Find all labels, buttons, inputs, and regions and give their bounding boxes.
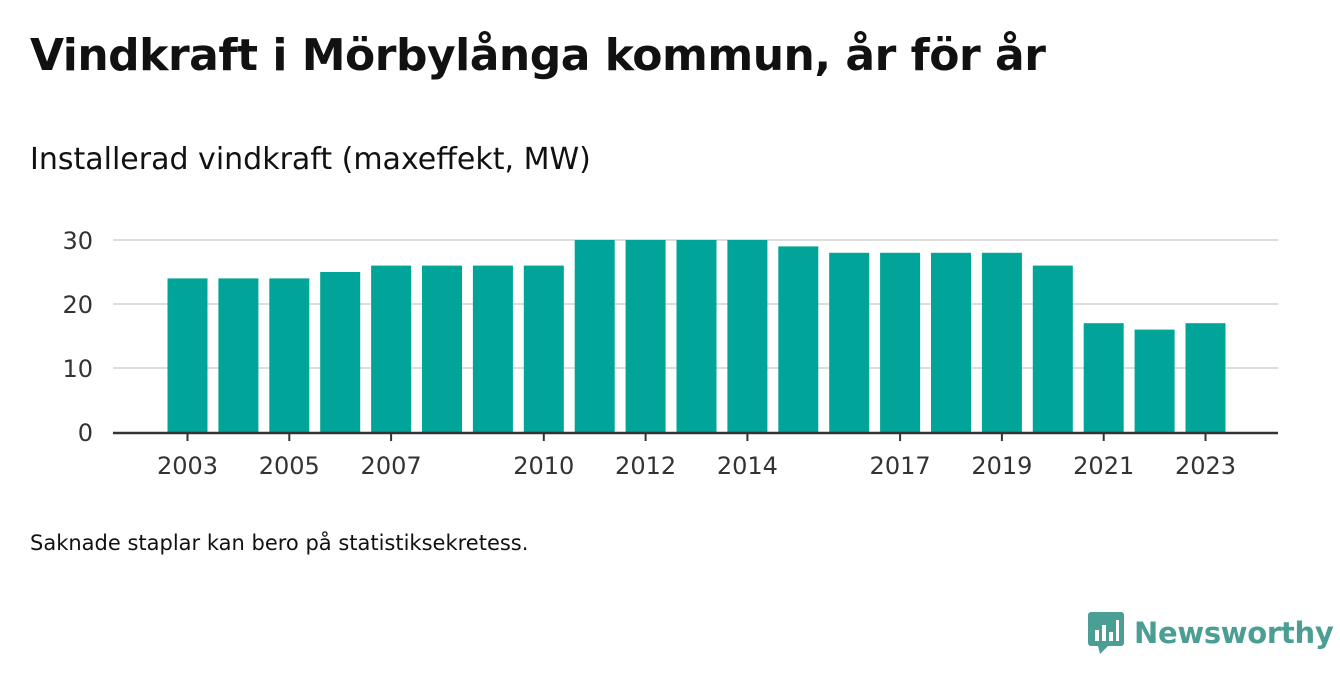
bars [167,240,1226,432]
y-tick-label: 30 [62,227,93,255]
bar-2008 [422,265,462,432]
footnote: Saknade staplar kan bero på statistiksek… [30,531,529,555]
y-tick-label: 10 [62,355,93,383]
y-axis: 0 10 20 30 [62,227,93,447]
bar-2013 [676,240,717,432]
x-tick-label: 2007 [361,452,422,480]
bar-2017 [880,252,921,432]
x-tick-label: 2012 [615,452,676,480]
bar-2018 [931,252,971,432]
bar-2021 [1083,323,1124,432]
x-tick-label: 2021 [1073,452,1134,480]
chart-title: Vindkraft i Mörbylånga kommun, år för år [30,30,1046,81]
x-tick-label: 2019 [971,452,1032,480]
bar-2016 [829,252,870,432]
bar-2014 [727,240,768,432]
brand-name: Newsworthy [1134,616,1334,650]
bar-2004 [218,278,259,432]
x-tick-label: 2003 [157,452,218,480]
bar-2010 [523,265,564,432]
chart-subtitle: Installerad vindkraft (maxeffekt, MW) [30,142,591,177]
x-tick-label: 2010 [513,452,574,480]
bar-2003 [167,278,208,432]
y-tick-label: 0 [78,419,93,447]
x-tick-label: 2005 [259,452,320,480]
newsworthy-logo-icon [1088,612,1124,654]
bar-2007 [371,265,412,432]
bar-2019 [981,252,1022,432]
bar-2005 [269,278,310,432]
y-tick-label: 20 [62,291,93,319]
x-axis: 2003 2005 2007 2010 2012 2014 2017 2019 2021 2023 [113,431,1278,480]
x-tick-label: 2014 [717,452,778,480]
brand-logo: Newsworthy [1088,612,1334,654]
bar-chart: 0 10 20 30 2003 2005 2007 2010 2012 2014 2017 2019… [62,227,1278,480]
x-tick-label: 2017 [870,452,931,480]
bar-2006 [320,272,361,432]
x-tick-label: 2023 [1175,452,1236,480]
bar-2020 [1032,265,1073,432]
bar-2012 [625,240,666,432]
bar-2023 [1185,323,1226,432]
bar-2009 [472,265,513,432]
bar-2011 [574,240,615,432]
bar-2015 [778,246,819,432]
bar-2022 [1134,329,1175,432]
